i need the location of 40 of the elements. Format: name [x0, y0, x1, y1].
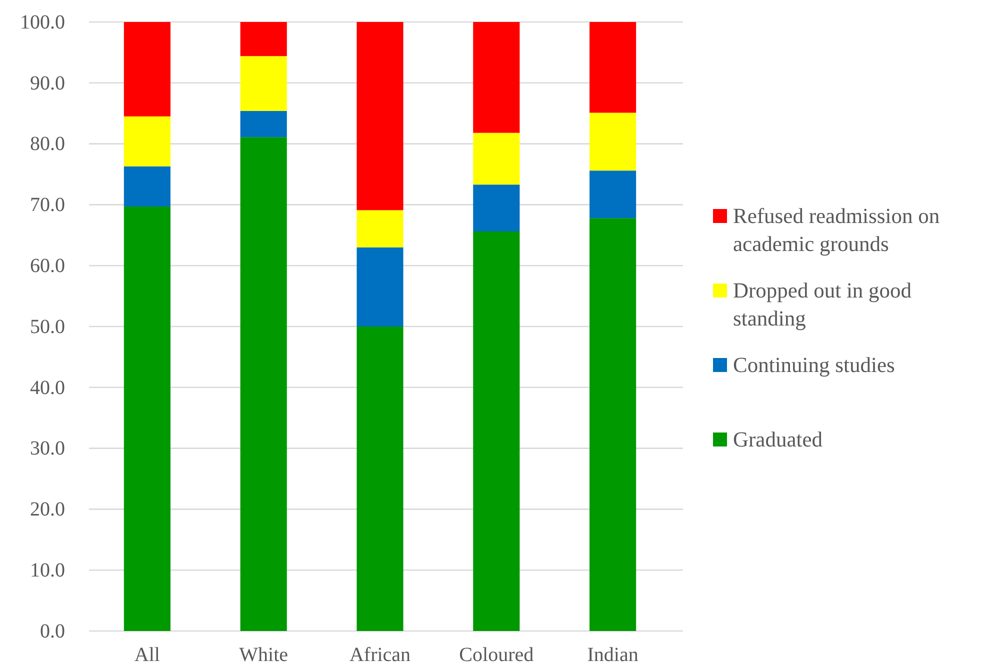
bar — [590, 170, 636, 218]
bar — [240, 22, 287, 56]
bar — [356, 22, 404, 210]
bar — [473, 184, 520, 232]
y-tick-label: 10.0 — [30, 560, 65, 582]
bar — [124, 116, 170, 166]
bar — [240, 110, 287, 138]
y-tick-label: 30.0 — [30, 438, 65, 460]
x-tick-label: Indian — [587, 644, 638, 666]
legend-label: Dropped out in good standing — [733, 278, 912, 330]
x-tick-label: All — [134, 644, 160, 666]
legend-label: Refused readmission on academic grounds — [733, 204, 940, 256]
bar — [473, 22, 520, 133]
y-tick-label: 80.0 — [30, 133, 65, 156]
bar — [356, 247, 404, 326]
y-tick-label: 40.0 — [30, 376, 65, 399]
bar — [590, 218, 636, 631]
y-tick-label: 50.0 — [30, 316, 65, 338]
bar — [124, 166, 170, 207]
y-tick-label: 20.0 — [30, 498, 65, 521]
bar — [473, 231, 520, 631]
legend-label: Continuing studies — [733, 353, 895, 377]
bar — [124, 206, 170, 631]
bar — [356, 326, 404, 631]
bar — [590, 112, 636, 171]
bar — [124, 22, 170, 116]
bar — [240, 56, 287, 111]
bar — [590, 22, 636, 113]
bar — [473, 132, 520, 185]
y-tick-label: 70.0 — [30, 194, 65, 216]
bar — [240, 137, 287, 631]
x-tick-label: African — [349, 644, 411, 666]
bar — [356, 210, 404, 248]
x-tick-label: White — [239, 644, 288, 666]
y-tick-label: 0.0 — [40, 620, 65, 642]
y-tick-label: 60.0 — [30, 255, 65, 277]
y-tick-label: 100.0 — [20, 11, 65, 34]
x-tick-label: Coloured — [459, 644, 534, 666]
y-tick-label: 90.0 — [30, 72, 65, 94]
legend-label: Graduated — [733, 428, 823, 452]
